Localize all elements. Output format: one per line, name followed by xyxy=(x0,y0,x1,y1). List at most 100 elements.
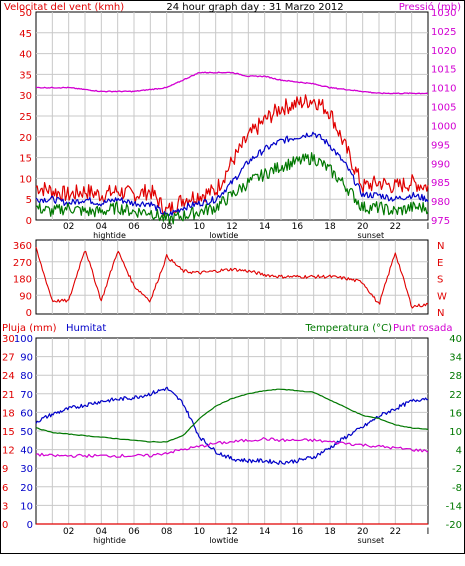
pressure-tick-label: 1030 xyxy=(431,8,456,19)
wind-speed-tick-label: 25 xyxy=(19,112,32,123)
pressure-tick-label: 980 xyxy=(431,197,450,208)
wind-speed-tick-label: 30 xyxy=(19,91,32,102)
hour-label: 10 xyxy=(194,527,206,537)
wind-direction-grid xyxy=(36,240,428,314)
pressure-tick-label: 1020 xyxy=(431,46,456,57)
hour-label: 06 xyxy=(128,222,140,232)
humidity-tick-label: 80 xyxy=(20,371,33,382)
series-line-temperature xyxy=(35,388,429,443)
wind-speed-tick-label: 10 xyxy=(19,174,32,185)
pressure-tick-label: 1000 xyxy=(431,121,456,132)
hour-label: 16 xyxy=(292,222,304,232)
event-label-sunset: sunset xyxy=(358,536,385,545)
hour-label: 22 xyxy=(390,527,401,537)
series-line-direction xyxy=(35,246,429,309)
hour-label: 16 xyxy=(292,527,304,537)
temperature-tick-label: 16 xyxy=(449,408,462,419)
series-line-pressure xyxy=(35,71,429,95)
temperature-tick-label: 4 xyxy=(456,446,462,457)
hour-label: 04 xyxy=(96,527,108,537)
temperature-humidity-grid xyxy=(36,338,428,524)
pressure-tick-label: 975 xyxy=(431,216,450,227)
wind-speed-axis-title: Velocitat del vent (kmh) xyxy=(4,2,124,13)
temperature-tick-label: 40 xyxy=(449,334,462,345)
temperature-tick-label: 28 xyxy=(449,371,462,382)
pressure-tick-label: 1015 xyxy=(431,65,456,76)
rain-tick-label: 12 xyxy=(2,446,15,457)
hour-label: 12 xyxy=(226,222,237,232)
humidity-tick-label: 70 xyxy=(20,390,33,401)
direction-degree-label: 180 xyxy=(13,275,32,286)
event-label-hightide: hightide xyxy=(93,231,126,240)
rain-tick-label: 21 xyxy=(2,390,15,401)
humidity-tick-label: 90 xyxy=(20,353,33,364)
pressure-axis-title: Pressió (mb) xyxy=(399,1,461,13)
hour-label: 06 xyxy=(128,527,140,537)
hour-label: I xyxy=(427,222,430,232)
rain-ticks: 0 3 6 9 12 15 18 21 24 27 30 xyxy=(2,334,15,531)
pressure-tick-label: 985 xyxy=(431,178,450,189)
hour-label: 18 xyxy=(324,527,336,537)
rain-tick-label: 9 xyxy=(2,464,8,475)
compass-letter-label: E xyxy=(437,258,443,269)
graph-title: 24 hour graph day : 31 Marzo 2012 xyxy=(166,2,343,13)
wind-speed-tick-label: 0 xyxy=(26,216,32,227)
humidity-tick-label: 10 xyxy=(20,501,33,512)
temperature-ticks: -20 -14 -8 -2 4 10 16 22 28 34 40 xyxy=(446,334,462,531)
hour-label: 04 xyxy=(96,222,108,232)
rain-tick-label: 0 xyxy=(2,520,8,531)
hour-label: 18 xyxy=(324,222,336,232)
event-label-hightide: hightide xyxy=(93,536,126,545)
temperature-tick-label: 22 xyxy=(449,390,462,401)
pressure-tick-label: 990 xyxy=(431,159,450,170)
hour-label: 02 xyxy=(63,527,74,537)
wind-speed-tick-label: 45 xyxy=(19,29,32,40)
rain-tick-label: 15 xyxy=(2,427,15,438)
hour-label: 12 xyxy=(226,527,237,537)
hour-label: 08 xyxy=(161,527,173,537)
hour-label: 20 xyxy=(357,222,369,232)
wind-speed-tick-label: 5 xyxy=(26,195,32,206)
series-line-average xyxy=(35,131,429,217)
hour-label: I xyxy=(427,527,430,537)
hour-label: 20 xyxy=(357,527,369,537)
rain-tick-label: 18 xyxy=(2,408,15,419)
direction-degree-label: 270 xyxy=(13,258,32,269)
pressure-tick-label: 995 xyxy=(431,140,450,151)
wind-speed-tick-label: 15 xyxy=(19,154,32,165)
temperature-tick-label: 34 xyxy=(449,353,462,364)
rain-axis-title: Pluja (mm) xyxy=(2,323,57,334)
compass-letter-label: W xyxy=(437,291,447,302)
pressure-ticks: 975 980 985 990 995 1000 1005 1010 1015 1020 1025 1… xyxy=(431,8,456,227)
humidity-tick-label: 50 xyxy=(20,427,33,438)
wind-speed-tick-label: 50 xyxy=(19,8,32,19)
direction-degree-ticks: 0 90 180 270 360 xyxy=(13,241,32,319)
temperature-tick-label: 10 xyxy=(449,427,462,438)
hour-label: 10 xyxy=(194,222,206,232)
humidity-tick-label: 60 xyxy=(20,408,33,419)
hour-label: 22 xyxy=(390,222,401,232)
temperature-axis-title: Temperatura (°C) xyxy=(304,323,392,334)
direction-degree-label: 0 xyxy=(26,308,32,319)
series-line-humidity xyxy=(35,386,429,465)
humidity-tick-label: 40 xyxy=(20,446,33,457)
hour-label: 08 xyxy=(161,222,173,232)
dewpoint-axis-title: Punt rosada xyxy=(393,323,452,334)
rain-tick-label: 3 xyxy=(2,501,8,512)
humidity-ticks: 0 10 20 30 40 50 60 70 80 90 100 xyxy=(14,334,33,531)
series-line-dewpoint xyxy=(35,437,429,458)
temperature-tick-label: -14 xyxy=(446,501,462,512)
compass-letter-label: N xyxy=(437,241,444,252)
wind-speed-tick-label: 35 xyxy=(19,70,32,81)
temperature-tick-label: -2 xyxy=(452,464,462,475)
direction-degree-label: 90 xyxy=(19,291,32,302)
pressure-tick-label: 1025 xyxy=(431,27,456,38)
series-line-gust xyxy=(35,94,429,216)
hour-label: 14 xyxy=(259,222,271,232)
